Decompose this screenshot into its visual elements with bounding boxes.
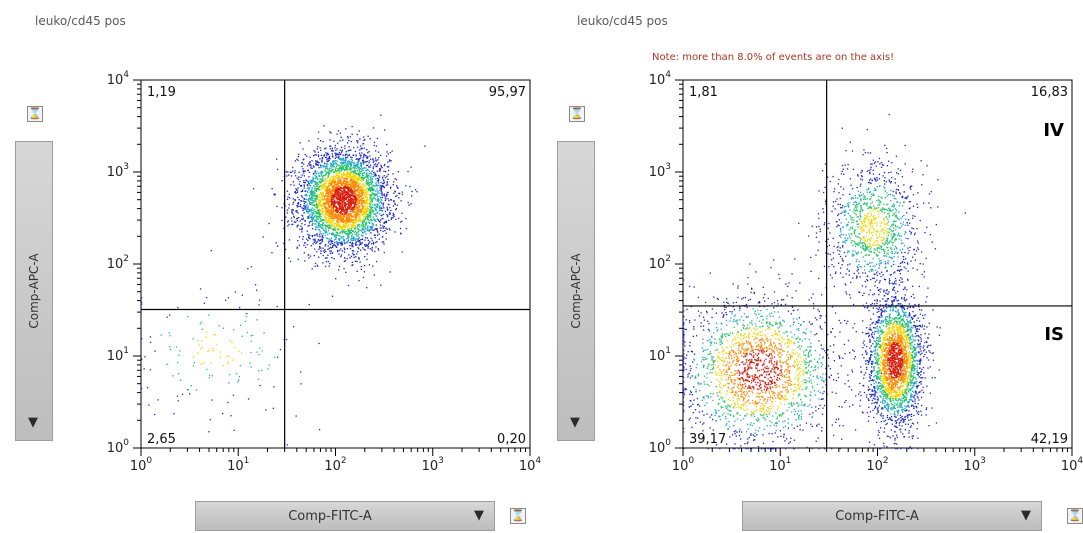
population-0 (791, 113, 966, 337)
x-tick-label: 103 (964, 456, 986, 474)
x-tick-label: 104 (1061, 456, 1083, 474)
region-label-iv: IV (1043, 120, 1064, 141)
population-2 (683, 258, 904, 450)
chevron-down-icon: ▼ (1021, 508, 1031, 523)
axes (133, 79, 531, 456)
population-0 (252, 114, 426, 306)
svg-text:100: 100 (130, 456, 153, 474)
x-tick-label: 102 (866, 456, 888, 474)
event-dots (141, 114, 426, 446)
plot-panel-left: leuko/cd45 pos ⌛ Comp-APC-A ▼ 100 101 102 1… (0, 0, 541, 533)
svg-text:101: 101 (227, 456, 249, 474)
region-label-is: IS (1044, 324, 1064, 345)
svg-text:102: 102 (324, 456, 346, 474)
plot-panel-right: leuko/cd45 pos Note: more than 8.0% of e… (542, 0, 1083, 533)
y-tick-label: 102 (107, 254, 129, 272)
quadrant-label-bottom-left: 39,17 (689, 432, 726, 447)
quadrant-label-top-right: 95,97 (489, 85, 526, 100)
axis-events-warning: Note: more than 8.0% of events are on th… (652, 52, 895, 63)
scatter-plot: 100 101 102 103 104 100 101 102 103 104 1,81 16,83 3… (649, 70, 1083, 474)
chevron-down-icon: ▼ (28, 415, 38, 430)
x-tick-label: 102 (324, 456, 346, 474)
scatter-plot: 100 101 102 103 104 100 101 102 103 104 1,19 95,97 2… (107, 70, 541, 474)
y-axis-parameter-dropdown[interactable]: Comp-APC-A ▼ (557, 141, 595, 441)
x-axis-parameter-label: Comp-FITC-A (288, 509, 372, 524)
svg-text:103: 103 (422, 456, 444, 474)
x-tick-label: 104 (519, 456, 541, 474)
gate-title: leuko/cd45 pos (577, 14, 668, 28)
svg-text:104: 104 (107, 70, 130, 88)
quadrant-label-top-left: 1,19 (147, 85, 176, 100)
svg-text:101: 101 (107, 346, 129, 364)
quadrant-label-bottom-right: 0,20 (497, 432, 526, 447)
population-1 (141, 250, 321, 446)
svg-text:104: 104 (519, 456, 541, 474)
x-tick-label: 103 (422, 456, 444, 474)
scale-toggle-icon[interactable]: ⌛ (510, 508, 526, 524)
plot-frame (682, 79, 1073, 449)
x-axis-parameter-label: Comp-FITC-A (835, 509, 919, 524)
plot-frame (140, 79, 531, 449)
x-axis-parameter-dropdown[interactable]: Comp-FITC-A ▼ (742, 501, 1042, 531)
y-tick-label: 103 (649, 162, 671, 180)
y-tick-label: 101 (649, 346, 671, 364)
chevron-down-icon: ▼ (570, 415, 580, 430)
scale-toggle-icon[interactable]: ⌛ (569, 106, 585, 122)
quadrant-label-top-right: 16,83 (1031, 85, 1068, 100)
y-axis-parameter-dropdown[interactable]: Comp-APC-A ▼ (15, 141, 53, 441)
axes (675, 79, 1073, 456)
y-tick-label: 102 (649, 254, 671, 272)
chevron-down-icon: ▼ (474, 508, 484, 523)
quadrant-label-bottom-right: 42,19 (1031, 432, 1068, 447)
quadrant-label-top-left: 1,81 (689, 85, 718, 100)
x-tick-label: 100 (130, 456, 153, 474)
x-axis-parameter-dropdown[interactable]: Comp-FITC-A ▼ (195, 501, 495, 531)
x-tick-label: 101 (227, 456, 249, 474)
y-tick-label: 103 (107, 162, 129, 180)
x-tick-label: 101 (769, 456, 791, 474)
quadrant-label-bottom-left: 2,65 (147, 432, 176, 447)
svg-text:102: 102 (107, 254, 129, 272)
svg-text:103: 103 (107, 162, 129, 180)
y-tick-label: 100 (107, 438, 130, 456)
y-tick-label: 104 (649, 70, 672, 88)
scale-toggle-icon[interactable]: ⌛ (27, 106, 43, 122)
scale-toggle-icon[interactable]: ⌛ (1067, 508, 1083, 524)
y-tick-label: 104 (107, 70, 130, 88)
y-tick-label: 101 (107, 346, 129, 364)
x-tick-label: 100 (672, 456, 695, 474)
svg-text:100: 100 (107, 438, 130, 456)
y-tick-label: 100 (649, 438, 672, 456)
population-1 (845, 255, 941, 450)
event-dots (683, 113, 966, 450)
gate-title: leuko/cd45 pos (35, 14, 126, 28)
